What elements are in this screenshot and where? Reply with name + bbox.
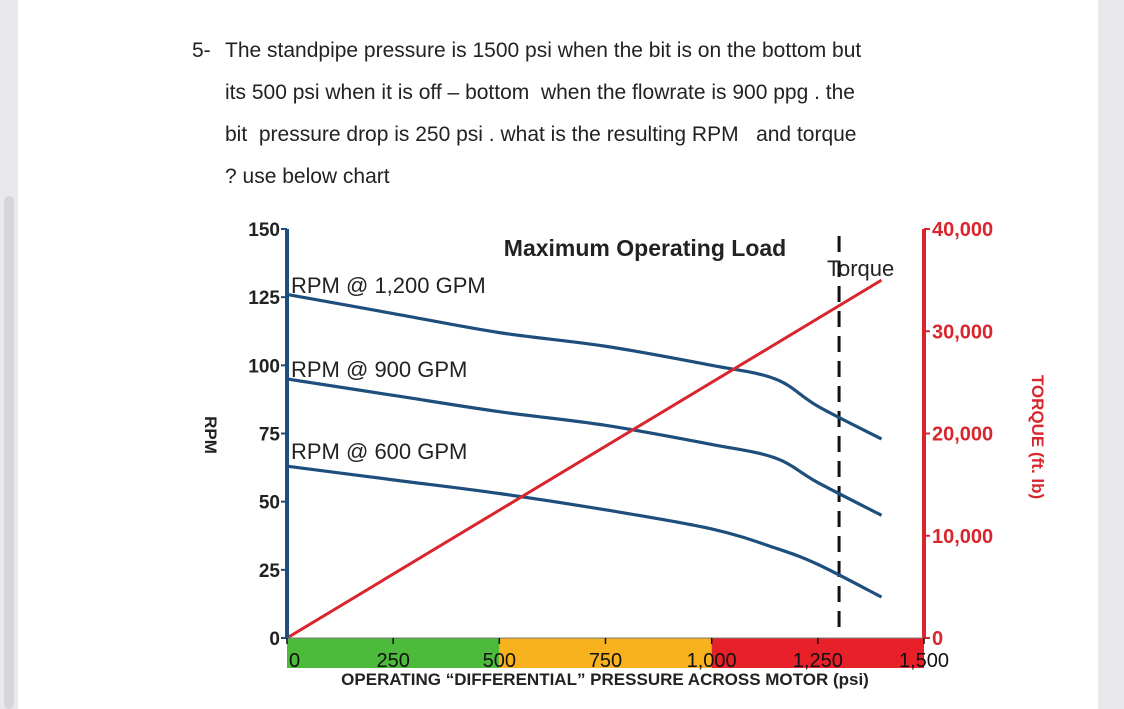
y-tick-label-2: 50 [259, 493, 280, 514]
y2-tick-label-2: 20,000 [932, 424, 993, 446]
y-tick-label-4: 100 [248, 356, 280, 377]
series-label-1200-gpm: RPM @ 1,200 GPM [291, 273, 486, 298]
series-line-0 [286, 292, 883, 441]
y-axis-label: RPM [201, 416, 220, 454]
y-tick-label-0: 0 [269, 629, 280, 650]
x-axis-label: OPERATING “DIFFERENTIAL” PRESSURE ACROSS… [341, 670, 869, 689]
question-line-4: ? use below chart [225, 165, 390, 188]
series-line-2 [286, 464, 883, 599]
y2-axis-label: TORQUE (ft. lb) [1028, 375, 1047, 499]
series-line-1 [286, 377, 883, 517]
y2-tick-label-0: 0 [932, 628, 943, 650]
y-tick-label-1: 25 [259, 561, 281, 582]
document-page [18, 0, 1098, 709]
x-tick-label-0: 0 [289, 650, 300, 672]
y-tick-label-5: 125 [248, 288, 280, 309]
x-tick-label-4: 1,000 [687, 650, 737, 672]
y-tick-label-3: 75 [259, 425, 281, 446]
x-tick-label-5: 1,250 [793, 650, 843, 672]
scrollbar[interactable] [4, 196, 14, 709]
series-label-torque: Torque [827, 256, 894, 281]
series-line-3 [286, 278, 883, 640]
question-line-2: its 500 psi when it is off – bottom when… [225, 81, 855, 104]
y2-tick-label-4: 40,000 [932, 219, 993, 241]
question-line-1: The standpipe pressure is 1500 psi when … [225, 39, 862, 62]
series-label-600-gpm: RPM @ 600 GPM [291, 439, 467, 464]
y2-tick-label-1: 10,000 [932, 526, 993, 548]
question-number: 5- [192, 39, 211, 62]
y2-tick-label-3: 30,000 [932, 321, 993, 343]
x-tick-label-1: 250 [376, 650, 409, 672]
chart-title: Maximum Operating Load [504, 235, 786, 261]
question-line-3: bit pressure drop is 250 psi . what is t… [225, 123, 857, 146]
x-tick-label-3: 750 [589, 650, 622, 672]
y-tick-label-6: 150 [248, 220, 280, 241]
x-tick-label-6: 1,500 [899, 650, 949, 672]
x-tick-label-2: 500 [483, 650, 516, 672]
series-label-900-gpm: RPM @ 900 GPM [291, 357, 467, 382]
